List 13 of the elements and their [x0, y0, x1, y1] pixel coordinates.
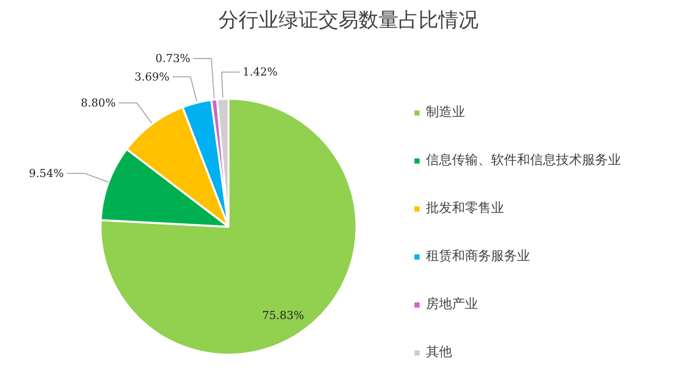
- chart-title: 分行业绿证交易数量占比情况: [218, 8, 478, 32]
- data-label: 75.83%: [262, 308, 304, 322]
- data-label: 8.80%: [80, 96, 116, 110]
- legend-label: 租赁和商务服务业: [426, 248, 530, 266]
- data-label: 9.54%: [28, 166, 64, 180]
- data-label: 1.42%: [242, 66, 278, 79]
- data-label: 0.73%: [155, 52, 190, 66]
- legend-label: 其他: [426, 344, 452, 362]
- legend-label: 信息传输、软件和信息技术服务业: [426, 152, 621, 170]
- legend-label: 房地产业: [426, 296, 478, 314]
- data-label: 3.69%: [134, 70, 170, 84]
- legend-label: 制造业: [426, 104, 465, 122]
- legend-label: 批发和零售业: [426, 200, 504, 218]
